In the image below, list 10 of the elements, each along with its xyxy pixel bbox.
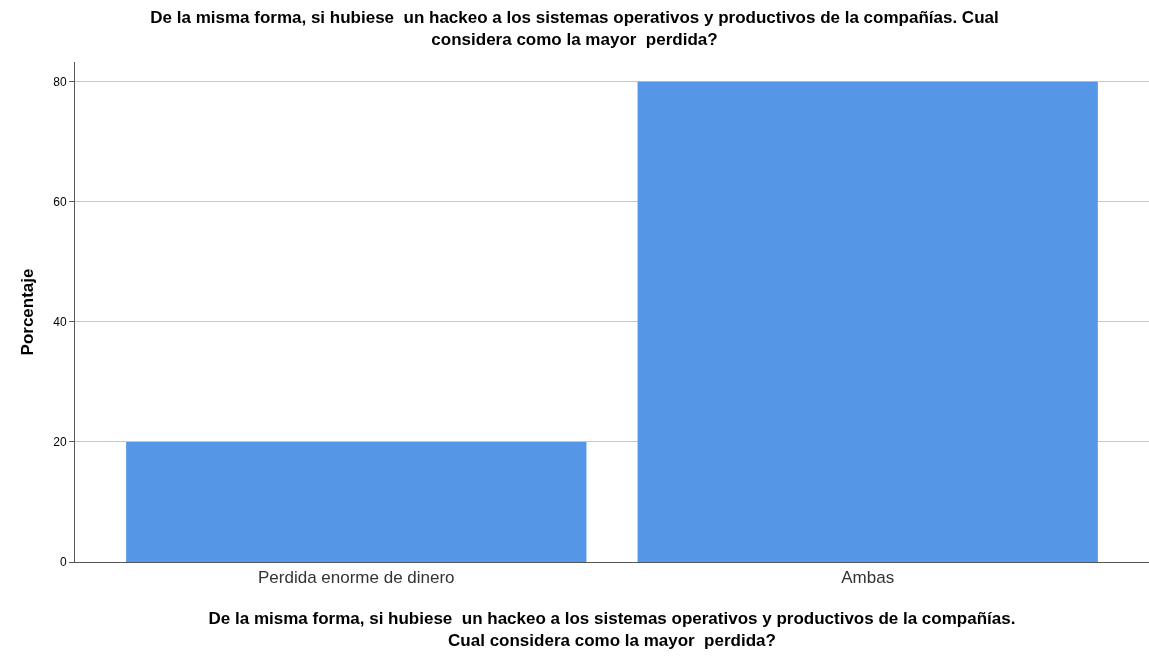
y-tick-label: 60: [53, 195, 67, 210]
y-tick-label: 40: [53, 315, 67, 330]
y-tick-label: 20: [53, 435, 67, 450]
x-tick-label: Perdida enorme de dinero: [258, 568, 455, 588]
x-axis-title: De la misma forma, si hubiese un hackeo a los sistemas operativos y productivos de la compañías. Cual considera como la mayor perdida?: [208, 608, 1016, 650]
y-tick-label: 0: [59, 555, 67, 570]
y-tick-label: 80: [53, 75, 67, 90]
chart-title: De la misma forma, si hubiese un hackeo a los sistemas operativos y productivos de la compañías. Cual considera como la mayor perdida?: [150, 8, 999, 50]
y-axis-title: Porcentaje: [17, 268, 37, 356]
x-tick-label: Ambas: [841, 568, 895, 588]
